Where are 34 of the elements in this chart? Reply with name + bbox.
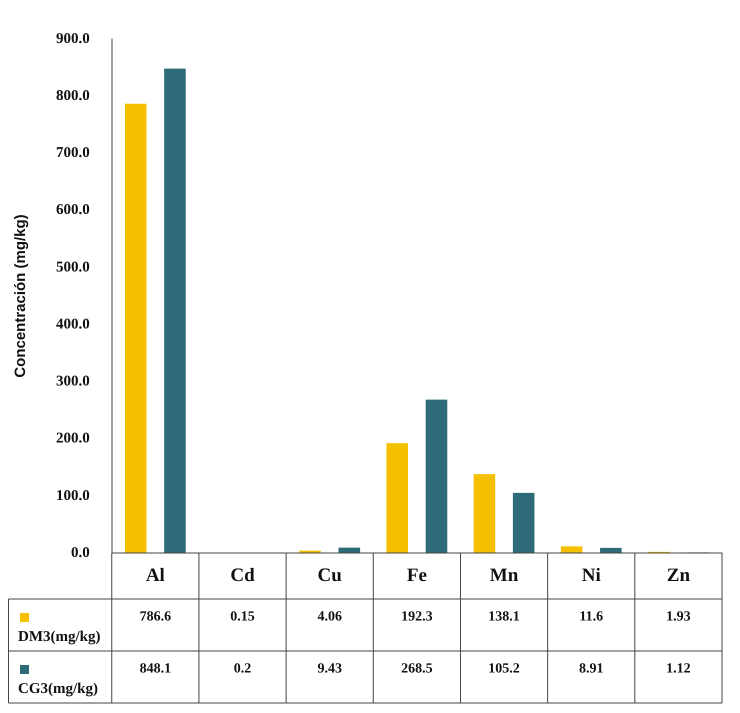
- data-label: 105.2: [488, 662, 520, 677]
- y-tick-label: 0.0: [71, 544, 90, 561]
- legend-label: DM3(mg/kg): [18, 628, 100, 645]
- legend-label: CG3(mg/kg): [18, 680, 98, 697]
- data-label: 786.6: [140, 610, 172, 625]
- y-tick-label: 300.0: [56, 374, 90, 390]
- y-tick-label: 400.0: [56, 316, 90, 332]
- data-label: 848.1: [140, 662, 172, 677]
- x-tick-label: Ni: [582, 564, 601, 586]
- data-label: 138.1: [488, 610, 520, 625]
- x-tick-label: Cd: [230, 564, 256, 586]
- x-tick-label: Fe: [406, 564, 427, 586]
- data-label: 11.6: [579, 610, 604, 625]
- y-tick-label: 600.0: [56, 202, 90, 218]
- data-label: 8.91: [578, 662, 604, 677]
- y-tick-label: 100.0: [56, 488, 90, 504]
- data-label: 192.3: [401, 610, 433, 625]
- y-tick-label: 500.0: [56, 259, 90, 276]
- data-label: 0.2: [234, 662, 252, 677]
- y-tick-label: 700.0: [56, 145, 90, 162]
- data-label: 4.06: [317, 610, 342, 625]
- y-tick-label: 900.0: [56, 30, 90, 47]
- x-tick-label: Zn: [666, 564, 690, 586]
- data-label: 1.93: [666, 610, 691, 625]
- data-label: 268.5: [401, 662, 433, 677]
- data-label: 9.43: [317, 662, 342, 677]
- y-tick-label: 200.0: [56, 430, 90, 447]
- data-label: 0.15: [230, 610, 255, 625]
- data-label: 1.12: [666, 662, 691, 677]
- y-axis-title: Concentración (mg/kg): [12, 214, 30, 378]
- x-tick-label: Al: [146, 564, 165, 586]
- y-tick-label: 800.0: [56, 88, 90, 104]
- x-tick-label: Cu: [318, 564, 342, 586]
- x-tick-label: Mn: [490, 564, 519, 586]
